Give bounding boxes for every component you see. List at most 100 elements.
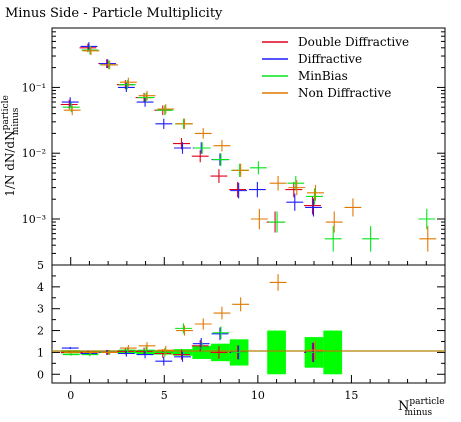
- ratio-point-diffractive: [117, 350, 135, 357]
- point-non-diffractive: [63, 105, 81, 116]
- ratio-point-double-diffractive: [173, 349, 190, 360]
- point-diffractive: [286, 193, 304, 211]
- point-minbias: [324, 226, 342, 252]
- point-non-diffractive: [119, 77, 137, 87]
- point-minbias: [193, 142, 211, 154]
- point-diffractive: [136, 97, 154, 107]
- ratio-y-tick-label: 3: [37, 303, 44, 316]
- x-tick-label: 0: [67, 389, 74, 402]
- ratio-points: [60, 274, 324, 366]
- point-diffractive: [99, 59, 117, 68]
- ratio-point-double-diffractive: [135, 347, 153, 356]
- point-diffractive: [61, 97, 79, 107]
- ratio-y-tick-label: 2: [37, 325, 44, 338]
- top-y-tick-label: 10⁻¹: [22, 81, 46, 94]
- point-double-diffractive: [210, 169, 228, 183]
- ratio-point-diffractive: [61, 346, 79, 350]
- band-segment: [267, 330, 286, 375]
- ratio-point-diffractive: [136, 350, 154, 359]
- point-double-diffractive: [285, 181, 303, 198]
- point-double-diffractive: [191, 150, 209, 163]
- point-double-diffractive: [173, 137, 190, 150]
- ratio-point-non-diffractive: [101, 350, 119, 355]
- ratio-point-non-diffractive: [63, 351, 81, 354]
- legend-label-non-diffractive: Non Diffractive: [298, 86, 391, 100]
- ratio-point-minbias: [175, 323, 192, 334]
- top-y-tick-labels: 10⁻¹ 10⁻² 10⁻³: [22, 81, 46, 226]
- y-axis-label-sub: minus: [11, 107, 21, 135]
- point-non-diffractive: [325, 211, 343, 233]
- point-minbias: [249, 161, 267, 175]
- ratio-point-diffractive: [174, 351, 191, 362]
- ratio-point-non-diffractive: [157, 345, 175, 355]
- point-diffractive: [155, 118, 173, 129]
- point-non-diffractive: [176, 118, 193, 129]
- legend-label-diffractive: Diffractive: [298, 52, 362, 66]
- ratio-point-minbias: [62, 353, 80, 356]
- point-non-diffractive: [288, 180, 306, 196]
- point-minbias: [137, 92, 155, 103]
- point-non-diffractive: [344, 198, 362, 217]
- point-non-diffractive: [157, 104, 175, 114]
- point-diffractive: [248, 181, 266, 198]
- top-y-tick-label: 10⁻³: [22, 213, 46, 226]
- x-tick-label: 10: [251, 389, 265, 402]
- point-non-diffractive: [194, 128, 212, 139]
- point-diffractive: [230, 182, 248, 199]
- ratio-point-non-diffractive: [269, 274, 287, 291]
- point-double-diffractive: [60, 99, 78, 110]
- point-non-diffractive: [82, 46, 100, 56]
- ratio-point-minbias: [81, 352, 99, 357]
- point-non-diffractive: [269, 175, 287, 191]
- point-minbias: [287, 175, 305, 191]
- point-minbias: [418, 208, 436, 230]
- ratio-point-non-diffractive: [176, 325, 193, 336]
- ratio-point-minbias: [306, 342, 323, 363]
- point-minbias: [268, 211, 286, 233]
- axis-ticks: [52, 27, 445, 383]
- point-non-diffractive: [232, 163, 250, 177]
- x-axis-label-sub: minus: [405, 408, 433, 418]
- top-y-tick-label: 10⁻²: [22, 147, 46, 160]
- point-diffractive: [305, 198, 322, 217]
- ratio-point-double-diffractive: [210, 346, 228, 359]
- ratio-point-non-diffractive: [82, 350, 100, 355]
- point-minbias: [81, 45, 99, 55]
- legend-label-double-diffractive: Double Diffractive: [298, 35, 409, 49]
- ratio-y-tick-label: 5: [37, 259, 44, 272]
- x-axis-label: Nparticle minus: [398, 397, 445, 418]
- ratio-point-non-diffractive: [138, 342, 156, 350]
- data-points: [60, 42, 437, 252]
- band-segment: [323, 330, 343, 375]
- ratio-y-tick-label: 0: [37, 368, 44, 381]
- chart-title: Minus Side - Particle Multiplicity: [5, 6, 223, 21]
- ratio-point-diffractive: [155, 356, 173, 366]
- point-minbias: [362, 226, 380, 252]
- ratio-point-non-diffractive: [119, 344, 137, 352]
- point-non-diffractive: [101, 60, 119, 70]
- point-minbias: [306, 188, 323, 205]
- y-axis-label-sup: particle: [1, 95, 11, 130]
- ratio-point-minbias: [137, 346, 155, 354]
- point-minbias: [156, 105, 174, 116]
- ratio-point-non-diffractive: [213, 306, 231, 320]
- ratio-y-tick-labels: 0 1 2 3 4 5: [37, 259, 44, 381]
- ratio-point-minbias: [156, 348, 174, 357]
- point-non-diffractive: [250, 208, 268, 230]
- x-tick-label: 15: [344, 389, 358, 402]
- point-double-diffractive: [229, 181, 247, 198]
- point-double-diffractive: [304, 196, 321, 215]
- ratio-point-minbias: [231, 345, 249, 360]
- legend: Double Diffractive Diffractive MinBias Non …: [262, 35, 409, 100]
- x-axis-label-sup: particle: [409, 397, 444, 407]
- point-non-diffractive: [307, 184, 324, 201]
- point-non-diffractive: [213, 140, 231, 152]
- ratio-point-double-diffractive: [191, 340, 209, 352]
- ratio-panel-frame: [51, 264, 446, 384]
- y-axis-label: 1/N dN/dNparticleminus: [1, 95, 21, 197]
- ratio-point-non-diffractive: [194, 318, 212, 330]
- legend-label-minbias: MinBias: [298, 69, 348, 83]
- point-non-diffractive: [419, 226, 437, 252]
- x-tick-labels: 0 5 10 15: [67, 389, 358, 402]
